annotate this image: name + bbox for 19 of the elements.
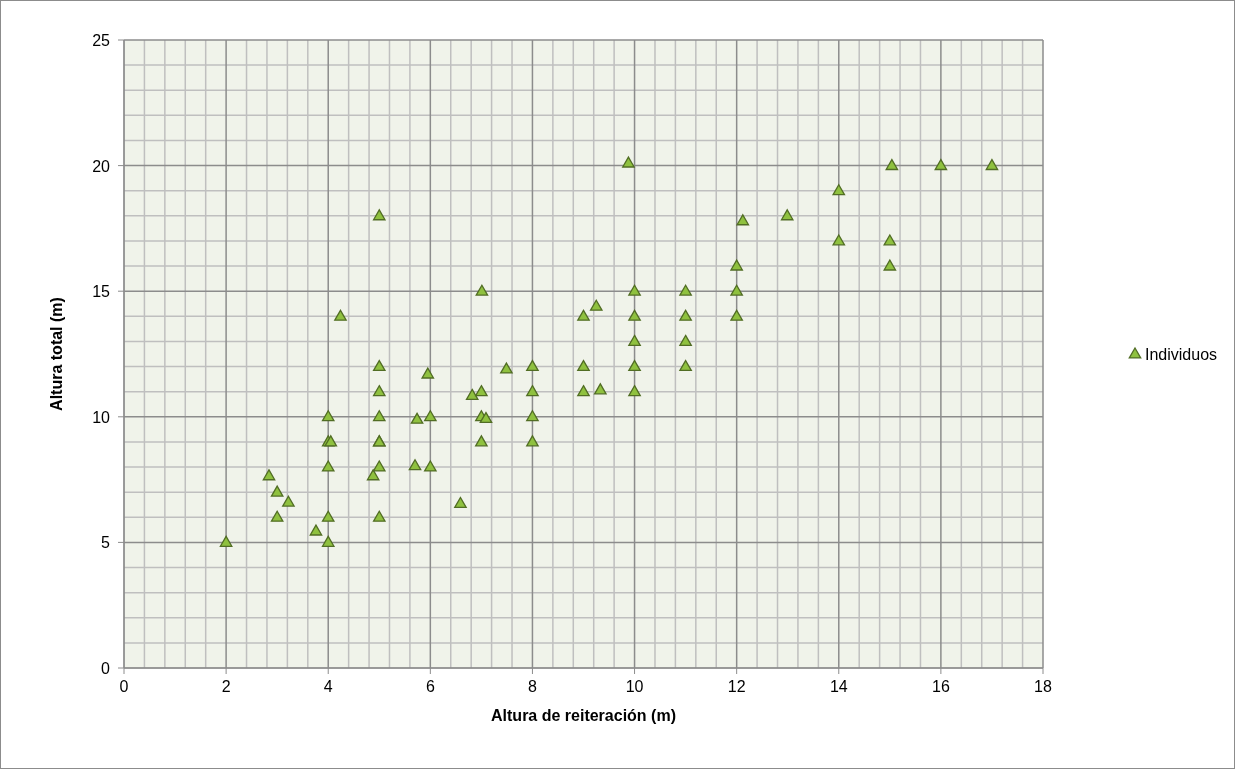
x-tick-label: 12 [727,678,746,695]
x-tick-label: 10 [625,678,644,695]
x-axis-title: Altura de reiteración (m) [491,707,676,724]
x-tick-label: 8 [527,678,537,695]
y-tick-label: 15 [92,283,111,301]
x-tick-label: 18 [1034,678,1052,695]
x-tick-label: 16 [931,678,950,695]
x-tick-label: 6 [425,678,435,695]
y-tick-label: 0 [101,660,111,677]
x-tick-label: 14 [829,678,848,695]
y-axis-title: Altura total (m) [48,297,65,411]
y-tick-label: 5 [101,534,111,552]
x-tick-label: 4 [323,678,333,695]
x-tick-label: 0 [119,678,129,695]
y-tick-label: 20 [92,157,111,175]
legend-label: Individuos [1145,346,1218,363]
y-tick-label: 25 [92,32,111,49]
y-tick-label: 10 [92,408,111,426]
x-tick-label: 2 [221,678,231,695]
